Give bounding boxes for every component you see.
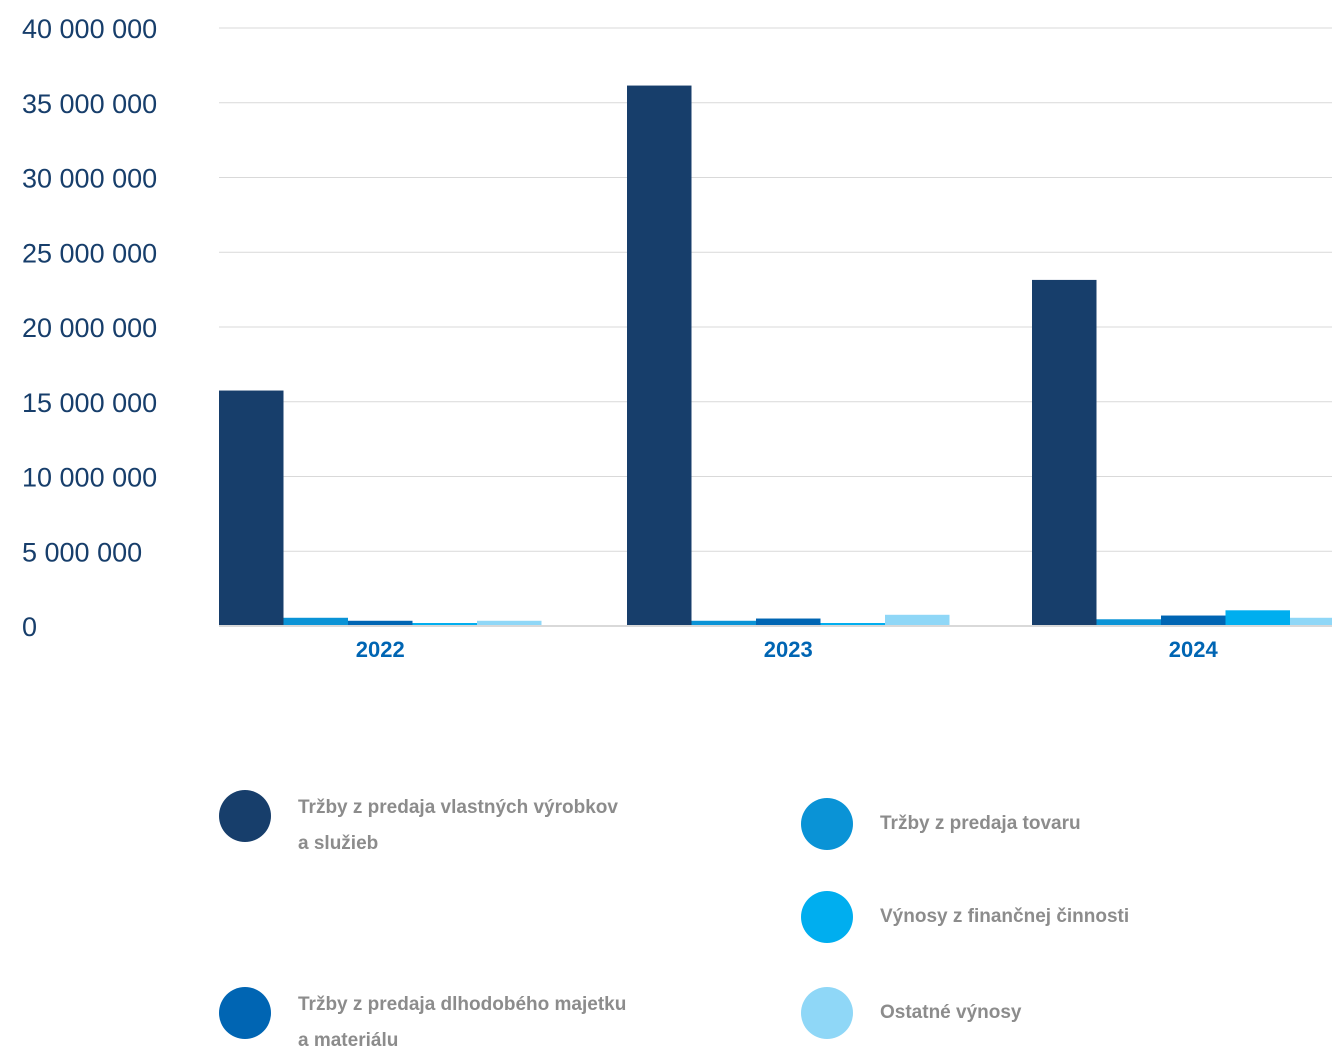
bar xyxy=(219,390,284,626)
bar xyxy=(1161,615,1226,626)
legend-label: Tržby z predaja dlhodobého majetku a mat… xyxy=(298,987,698,1059)
legend-label: Tržby z predaja tovaru xyxy=(880,798,1280,842)
legend-item-vynosy-financne: Výnosy z finančnej činnosti xyxy=(801,891,1280,943)
x-tick-label: 2022 xyxy=(356,637,405,662)
legend-label-line: Výnosy z finančnej činnosti xyxy=(880,906,1130,927)
bar xyxy=(283,617,348,626)
y-tick-label: 35 000 000 xyxy=(22,89,157,119)
legend-label-line: Ostatné výnosy xyxy=(880,1002,1022,1023)
bar xyxy=(477,620,542,626)
legend-label: Tržby z predaja vlastných výrobkov a slu… xyxy=(298,790,698,862)
gridlines xyxy=(219,27,1332,552)
bar xyxy=(627,85,692,627)
bar xyxy=(348,620,413,626)
bar xyxy=(820,623,885,626)
y-tick-label: 10 000 000 xyxy=(22,463,157,493)
legend-label-line: a služieb xyxy=(298,833,379,854)
bar xyxy=(1290,617,1332,626)
bar xyxy=(1225,610,1290,626)
legend-item-ostatne-vynosy: Ostatné výnosy xyxy=(801,987,1280,1039)
legend-item-trzby-tovar: Tržby z predaja tovaru xyxy=(801,798,1280,850)
x-tick-label: 2023 xyxy=(764,637,813,662)
legend-label-line: Tržby z predaja dlhodobého majetku xyxy=(298,994,627,1015)
legend-item-trzby-majetok: Tržby z predaja dlhodobého majetku a mat… xyxy=(219,987,698,1059)
x-tick-label: 2024 xyxy=(1169,637,1219,662)
bar xyxy=(412,623,477,626)
bars xyxy=(219,85,1332,627)
legend-label: Výnosy z finančnej činnosti xyxy=(880,891,1280,935)
bar xyxy=(1096,619,1161,626)
y-tick-label: 0 xyxy=(22,612,37,642)
x-axis: 2022 2023 2024 xyxy=(356,637,1219,662)
y-tick-label: 15 000 000 xyxy=(22,388,157,418)
y-tick-label: 20 000 000 xyxy=(22,313,157,343)
legend-label: Ostatné výnosy xyxy=(880,987,1280,1031)
legend-label-line: Tržby z predaja vlastných výrobkov xyxy=(298,797,618,818)
legend-swatch xyxy=(219,987,271,1039)
legend-item-trzby-vlastne: Tržby z predaja vlastných výrobkov a slu… xyxy=(219,790,698,862)
legend-label-line: a materiálu xyxy=(298,1030,399,1051)
y-axis: 0 5 000 000 10 000 000 15 000 000 20 000 000… xyxy=(22,14,157,642)
bar xyxy=(691,620,756,626)
bar-chart: 0 5 000 000 10 000 000 15 000 000 20 000 000… xyxy=(22,14,1332,662)
legend-swatch xyxy=(219,790,271,842)
y-tick-label: 25 000 000 xyxy=(22,238,157,268)
y-tick-label: 40 000 000 xyxy=(22,14,157,44)
bar xyxy=(1032,279,1097,626)
bar xyxy=(756,618,821,626)
legend-swatch xyxy=(801,798,853,850)
legend-swatch xyxy=(801,987,853,1039)
legend-label-line: Tržby z predaja tovaru xyxy=(880,813,1081,834)
y-tick-label: 5 000 000 xyxy=(22,537,142,567)
legend-swatch xyxy=(801,891,853,943)
bar xyxy=(885,614,950,626)
y-tick-label: 30 000 000 xyxy=(22,164,157,194)
